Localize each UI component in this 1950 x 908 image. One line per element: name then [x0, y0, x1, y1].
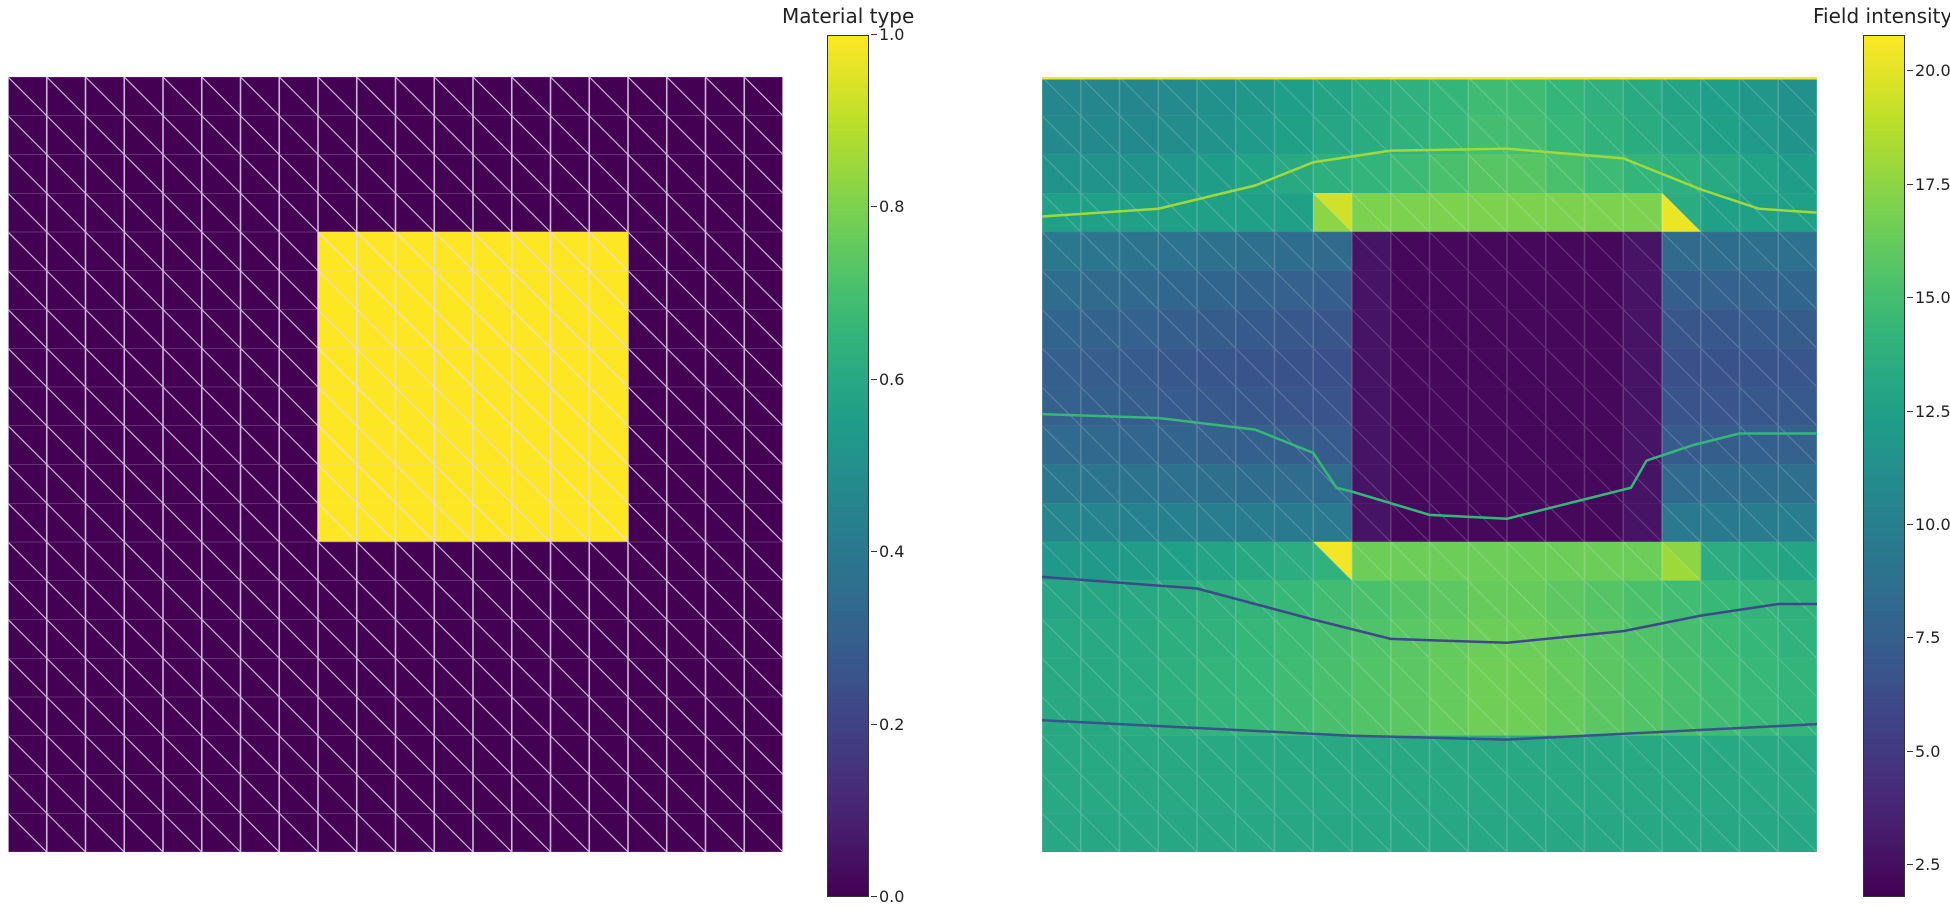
field-heatmap: [1042, 77, 1817, 852]
heatmap-svg: [1042, 77, 1817, 852]
field-colorbar-title: Field intensity: [1813, 4, 1950, 28]
colorbar-tick-label: 17.5: [1907, 174, 1950, 194]
contour-line: [1042, 719, 1817, 741]
mesh-lines: [8, 77, 783, 852]
colorbar-tick-label: 15.0: [1907, 288, 1950, 308]
material-colorbar: [827, 35, 869, 897]
contour-line: [1042, 412, 1817, 520]
colorbar-tick-label: 20.0: [1907, 61, 1950, 81]
colorbar-tick-label: 0.6: [870, 369, 905, 389]
colorbar-tick-label: 0.8: [870, 197, 905, 217]
colorbar-tick-label: 2.5: [1906, 855, 1941, 875]
heatmap-svg: [8, 77, 783, 852]
colorbar-tick-label: 0.2: [870, 714, 905, 734]
colorbar-tick-label: 5.0: [1906, 741, 1941, 761]
field-colorbar: [1863, 35, 1905, 897]
material-heatmap: [8, 77, 783, 852]
mesh-lines: [1042, 77, 1817, 852]
colorbar-tick-label: 0.4: [870, 542, 905, 562]
colorbar-tick-label: 12.5: [1907, 401, 1950, 421]
contour-line: [1042, 575, 1817, 644]
material-colorbar-title: Material type: [782, 4, 915, 28]
colorbar-tick-label: 1.0: [870, 25, 905, 44]
colorbar-tick-label: 7.5: [1906, 628, 1941, 648]
colorbar-tick-label: 10.0: [1907, 514, 1950, 534]
colorbar-tick-label: 0.0: [870, 887, 905, 906]
contour-line: [1042, 147, 1817, 218]
